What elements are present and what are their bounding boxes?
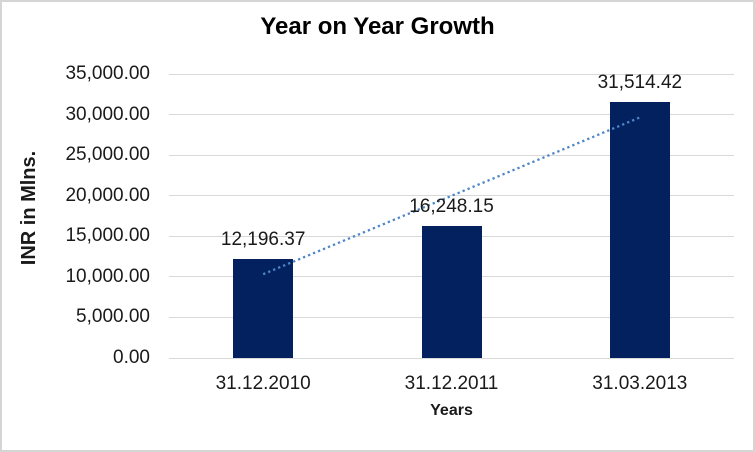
y-tick-label: 10,000.00 xyxy=(65,265,150,287)
x-axis-title: Years xyxy=(430,402,473,419)
bar xyxy=(609,102,670,358)
y-tick-label: 5,000.00 xyxy=(76,306,150,328)
gridline xyxy=(169,357,734,359)
gridline xyxy=(169,114,734,116)
chart-title: Year on Year Growth xyxy=(260,13,495,40)
x-tick-label: 31.03.2013 xyxy=(592,373,688,394)
bar-value-label: 31,514.42 xyxy=(597,72,683,94)
x-tick-label: 31.12.2010 xyxy=(215,373,311,394)
y-tick-label: 30,000.00 xyxy=(65,103,150,125)
y-tick-label: 35,000.00 xyxy=(65,63,150,84)
y-tick-label: 25,000.00 xyxy=(65,144,150,166)
bar-value-label: 16,248.15 xyxy=(409,196,494,218)
bar xyxy=(233,259,294,358)
x-tick-label: 31.12.2011 xyxy=(404,373,499,394)
bar xyxy=(421,226,482,358)
y-tick-label: 15,000.00 xyxy=(65,225,150,247)
y-tick-label: 20,000.00 xyxy=(65,184,150,206)
y-tick-label: 0.00 xyxy=(113,347,150,368)
gridline xyxy=(169,73,734,75)
bar-value-label: 12,196.37 xyxy=(220,229,306,251)
